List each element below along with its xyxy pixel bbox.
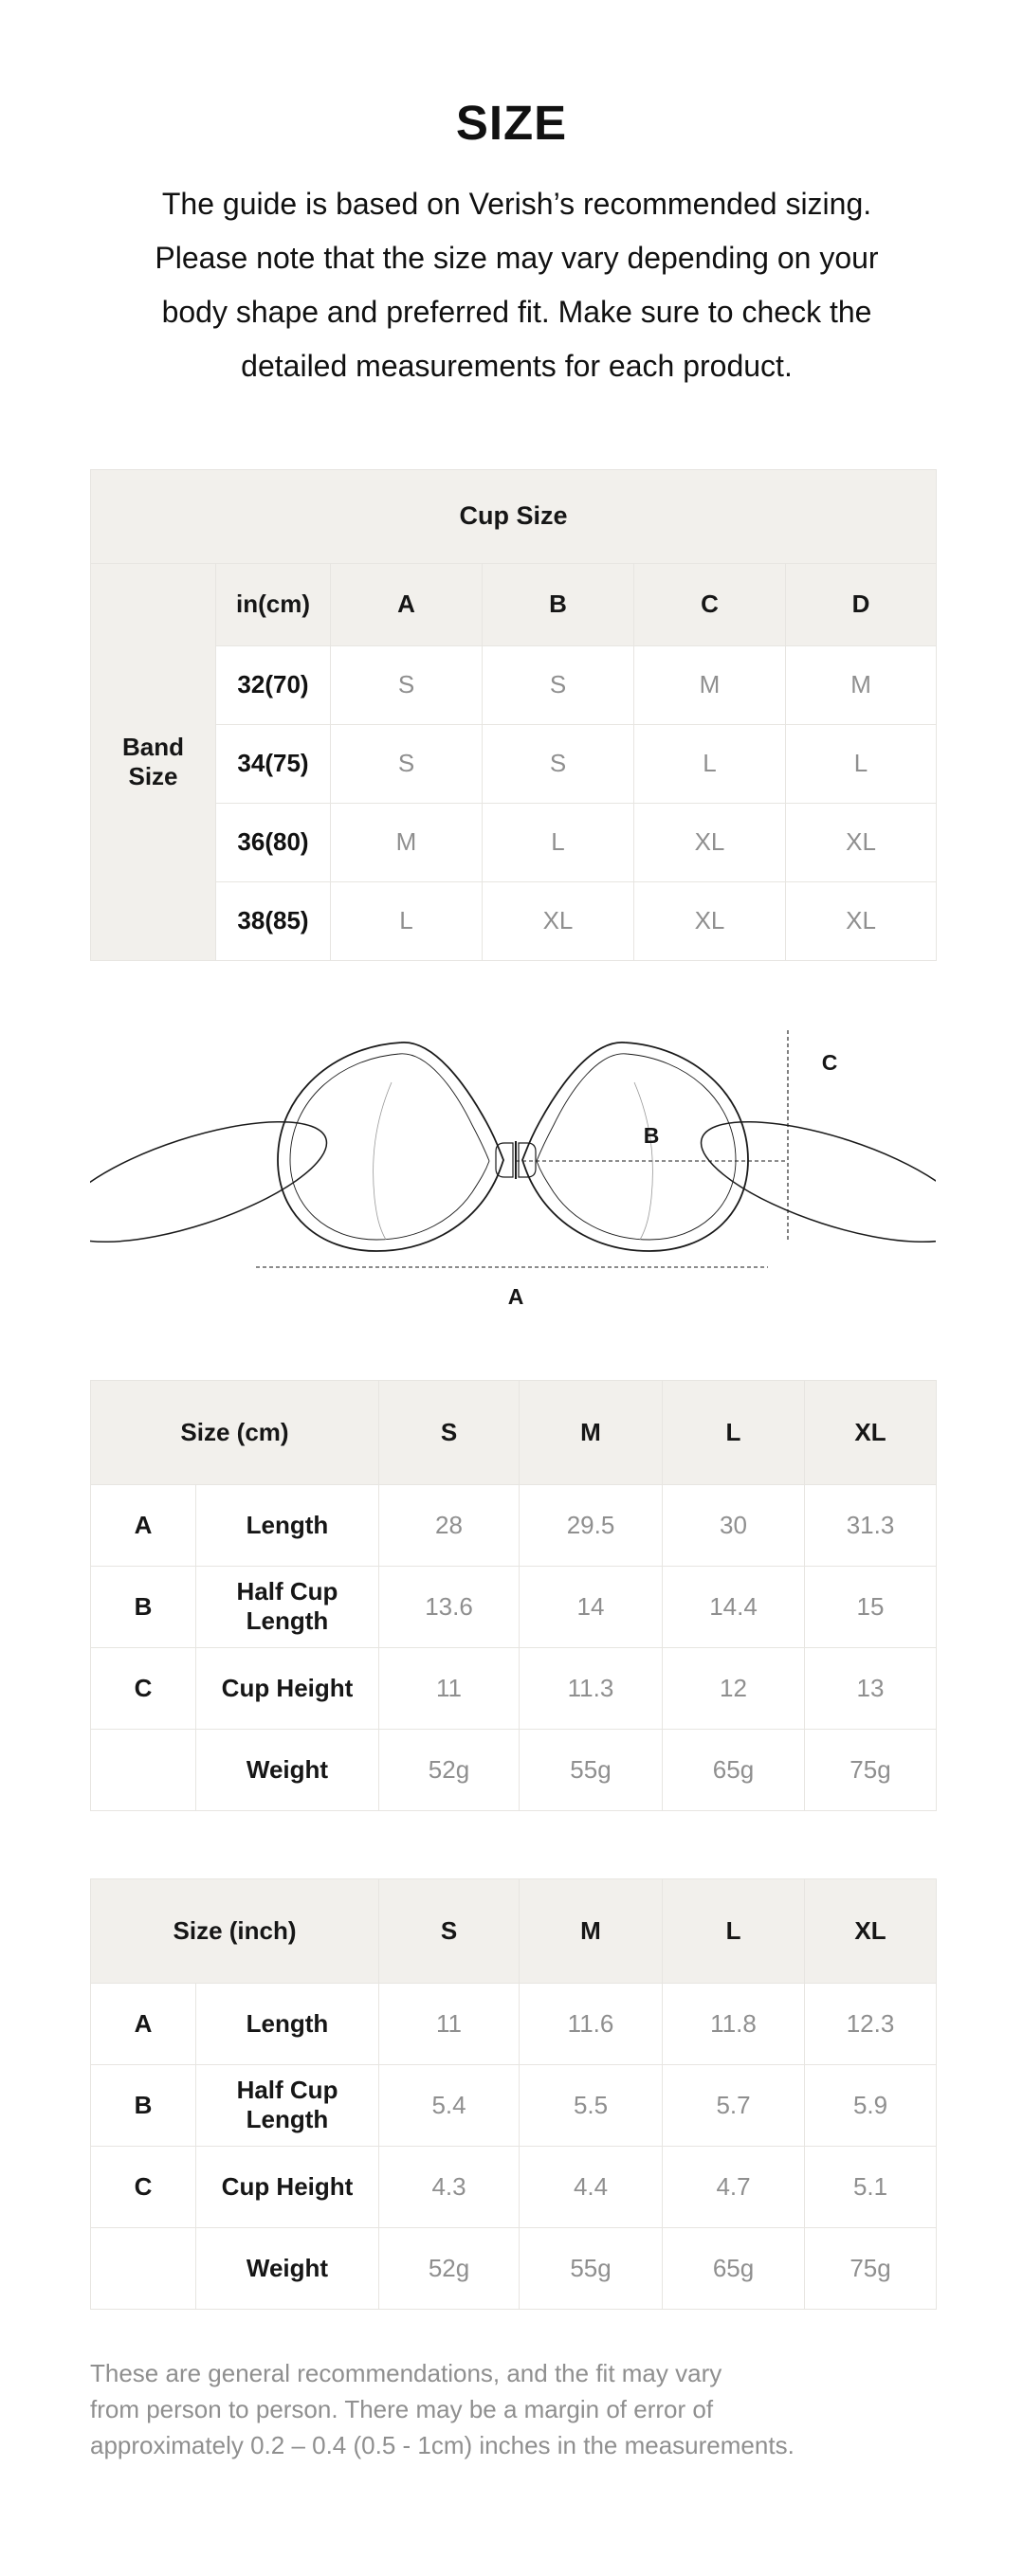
svg-text:B: B — [644, 1123, 660, 1148]
svg-text:A: A — [508, 1284, 524, 1309]
svg-text:C: C — [822, 1050, 838, 1075]
